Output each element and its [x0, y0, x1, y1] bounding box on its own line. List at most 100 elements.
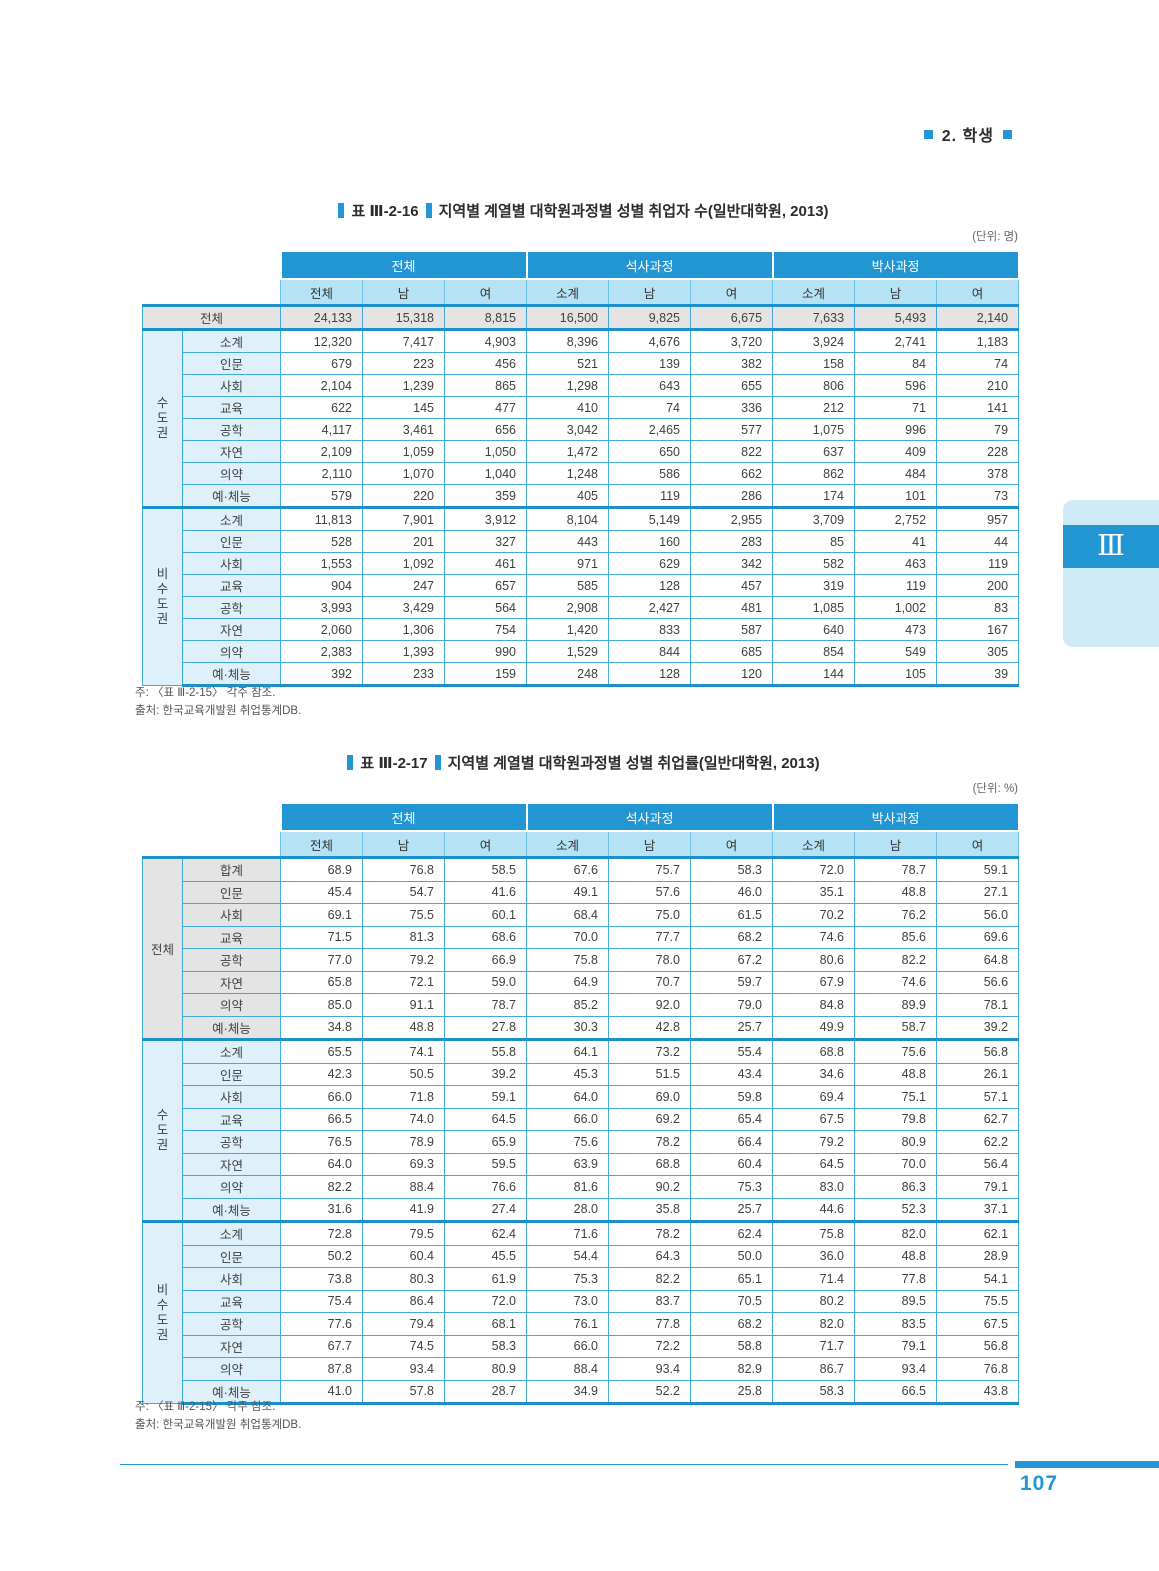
cell-value: 528 [280, 530, 363, 553]
table2-number: 표 Ⅲ-2-17 [360, 755, 428, 772]
row-label: 교육 [182, 1289, 281, 1313]
cell-value: 57.1 [936, 1085, 1020, 1109]
row-label: 예·체능 [182, 1015, 281, 1040]
cell-value: 64.3 [608, 1244, 691, 1268]
cell-value: 481 [689, 596, 774, 619]
cell-value: 45.3 [526, 1062, 609, 1086]
cell-value: 685 [689, 640, 774, 663]
cell-value: 82.9 [689, 1357, 774, 1381]
cell-value: 144 [772, 662, 856, 687]
note-line: 주: 〈표 Ⅲ-2-15〉 각주 참조. [135, 1401, 276, 1413]
cell-value: 1,393 [362, 640, 445, 663]
cell-value: 1,002 [854, 596, 938, 619]
cell-value: 3,709 [772, 506, 856, 531]
column-header: 여 [689, 830, 774, 858]
cell-value: 862 [772, 462, 856, 485]
cell-value: 69.4 [772, 1085, 856, 1109]
cell-value: 247 [362, 574, 445, 597]
cell-value: 657 [444, 574, 527, 597]
report-table: 전체 석사과정 박사과정 전체 남 여 소계 남 여 소계 남 여 전체 24,133 15,318 8,81… [142, 250, 1020, 687]
cell-value: 72.0 [444, 1289, 527, 1313]
footer-rule [120, 1464, 1008, 1465]
cell-value: 70.0 [526, 925, 609, 949]
cell-value: 996 [854, 418, 938, 441]
cell-value: 656 [444, 418, 527, 441]
cell-value: 58.7 [854, 1015, 938, 1040]
cell-value: 587 [689, 618, 774, 641]
table1-employed-count: 전체 석사과정 박사과정 전체 남 여 소계 남 여 소계 남 여 전체 24,133 15,318 8,81… [142, 250, 1020, 687]
cell-value: 85.6 [854, 925, 938, 949]
cell-value: 409 [854, 440, 938, 463]
table1-unit: (단위: 명) [972, 231, 1018, 243]
column-header: 소계 [772, 278, 856, 306]
cell-value: 3,720 [689, 328, 774, 353]
cell-value: 378 [936, 462, 1020, 485]
cell-value: 93.4 [362, 1357, 445, 1381]
cell-value: 64.0 [526, 1085, 609, 1109]
cell-value: 78.7 [444, 993, 527, 1017]
cell-value: 2,465 [608, 418, 691, 441]
table1-caption: 지역별 계열별 대학원과정별 성별 취업자 수(일반대학원, 2013) [438, 203, 829, 220]
cell-value: 41.6 [444, 880, 527, 904]
cell-value: 15,318 [362, 304, 445, 330]
cell-value: 75.6 [526, 1130, 609, 1154]
row-label: 사회 [182, 374, 281, 397]
cell-value: 3,042 [526, 418, 609, 441]
column-header: 전체 [280, 830, 363, 858]
cell-value: 59.8 [689, 1085, 774, 1109]
cell-value: 48.8 [854, 1244, 938, 1268]
cell-value: 71.8 [362, 1085, 445, 1109]
cell-value: 69.0 [608, 1085, 691, 1109]
column-header: 남 [608, 830, 691, 858]
row-label: 소계 [182, 1220, 281, 1246]
header-corner [142, 251, 281, 279]
cell-value: 66.0 [526, 1107, 609, 1131]
header-square-left-icon [923, 129, 933, 139]
cell-value: 61.9 [444, 1267, 527, 1291]
column-header: 소계 [526, 830, 609, 858]
row-label: 예·체능 [182, 484, 281, 508]
cell-value: 25.7 [689, 1197, 774, 1222]
cell-value: 74.6 [772, 925, 856, 949]
cell-value: 35.1 [772, 880, 856, 904]
cell-value: 521 [526, 352, 609, 375]
cell-value: 86.4 [362, 1289, 445, 1313]
cell-value: 44.6 [772, 1197, 856, 1222]
cell-value: 49.1 [526, 880, 609, 904]
cell-value: 81.3 [362, 925, 445, 949]
cell-value: 80.3 [362, 1267, 445, 1291]
cell-value: 65.4 [689, 1107, 774, 1131]
cell-value: 128 [608, 662, 691, 687]
cell-value: 2,427 [608, 596, 691, 619]
cell-value: 2,752 [854, 506, 938, 531]
table2-title: 표 Ⅲ-2-17 지역별 계열별 대학원과정별 성별 취업률(일반대학원, 201… [142, 752, 1018, 773]
cell-value: 79.2 [772, 1130, 856, 1154]
cell-value: 957 [936, 506, 1020, 531]
cell-value: 3,924 [772, 328, 856, 353]
cell-value: 24,133 [280, 304, 363, 330]
cell-value: 61.5 [689, 903, 774, 927]
title-bar-icon [425, 203, 432, 218]
cell-value: 74 [936, 352, 1020, 375]
row-label: 자연 [182, 1334, 281, 1358]
cell-value: 62.1 [936, 1220, 1020, 1246]
cell-value: 1,075 [772, 418, 856, 441]
cell-value: 76.5 [280, 1130, 363, 1154]
group-header: 전체 [279, 802, 528, 832]
cell-value: 577 [689, 418, 774, 441]
cell-value: 60.1 [444, 903, 527, 927]
cell-value: 54.7 [362, 880, 445, 904]
row-label: 교육 [182, 925, 281, 949]
column-header: 소계 [526, 278, 609, 306]
cell-value: 640 [772, 618, 856, 641]
cell-value: 58.5 [444, 856, 527, 882]
total-row-label: 전체 [142, 304, 281, 330]
cell-value: 92.0 [608, 993, 691, 1017]
table2-notes: 주: 〈표 Ⅲ-2-15〉 각주 참조. 출처: 한국교육개발원 취업통계DB. [135, 1398, 301, 1434]
cell-value: 75.4 [280, 1289, 363, 1313]
cell-value: 66.5 [854, 1379, 938, 1405]
cell-value: 2,955 [689, 506, 774, 531]
cell-value: 65.9 [444, 1130, 527, 1154]
cell-value: 69.1 [280, 903, 363, 927]
row-label: 인문 [182, 1244, 281, 1268]
